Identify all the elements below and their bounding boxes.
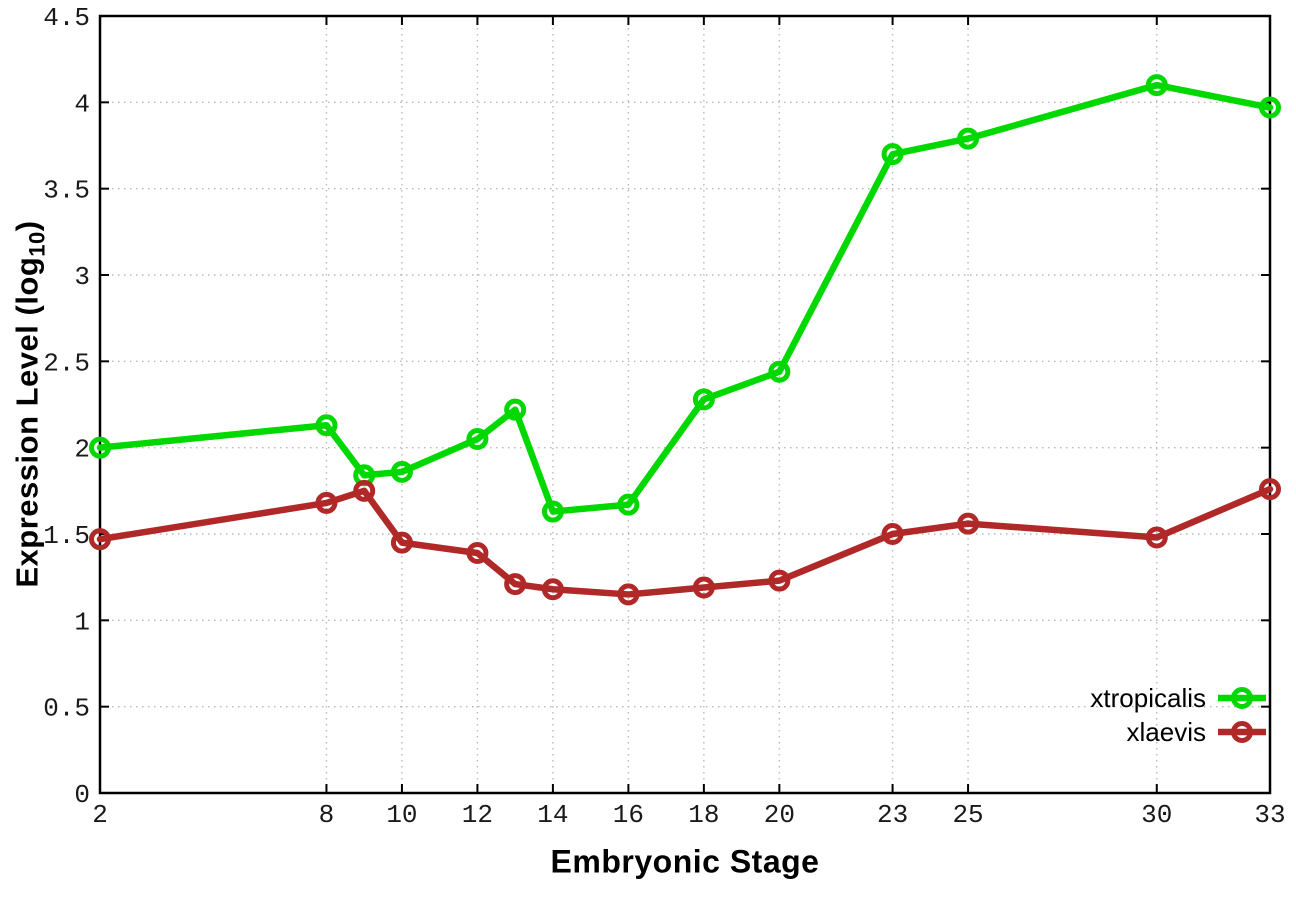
data-point-xlaevis: [504, 573, 527, 596]
data-point-xtropicalis: [1259, 96, 1281, 119]
x-tick-label: 8: [319, 800, 335, 830]
data-point-xlaevis: [89, 528, 111, 551]
data-point-xtropicalis: [541, 500, 564, 523]
y-tick-label: 1: [74, 607, 90, 637]
plot-border: [98, 14, 1272, 795]
data-point-xtropicalis: [89, 436, 111, 459]
y-axis-title-subscript: 10: [24, 231, 50, 257]
x-tick-label: 30: [1141, 800, 1172, 830]
x-tick-label: 25: [952, 800, 983, 830]
data-point-xtropicalis: [617, 493, 640, 516]
y-axis-title-suffix: ): [9, 220, 45, 232]
y-tick-label: 4: [74, 89, 90, 119]
x-tick-label: 2: [92, 800, 108, 830]
data-point-xtropicalis: [504, 398, 527, 421]
data-point-xlaevis: [692, 576, 715, 599]
data-point-xlaevis: [957, 512, 980, 535]
legend-sample-line-icon: [1218, 687, 1266, 709]
y-axis-title-text: Expression Level (log: [9, 256, 45, 588]
legend-item-xtropicalis: xtropicalis: [1090, 682, 1268, 714]
data-point-xlaevis: [617, 583, 640, 606]
data-point-xlaevis: [881, 523, 904, 545]
x-tick-label: 10: [386, 800, 417, 830]
y-tick-label: 2: [74, 435, 90, 465]
y-tick-label: 0: [74, 780, 90, 810]
data-point-xlaevis: [390, 531, 413, 554]
data-point-xlaevis: [1145, 526, 1168, 549]
x-axis-title: Embryonic Stage: [550, 843, 820, 880]
x-tick-label: 14: [537, 800, 568, 830]
data-point-xtropicalis: [1145, 74, 1168, 97]
data-point-xtropicalis: [957, 127, 980, 150]
data-point-xtropicalis: [881, 143, 904, 166]
data-point-xlaevis: [315, 491, 338, 514]
x-tick-label: 16: [613, 800, 644, 830]
x-tick-label: 33: [1254, 800, 1285, 830]
legend-sample-line-icon: [1218, 721, 1266, 743]
y-tick-label: 3: [74, 262, 90, 292]
data-point-xlaevis: [768, 569, 791, 592]
series-line-xlaevis: [96, 485, 1274, 598]
data-point-xtropicalis: [315, 414, 338, 437]
y-tick-label: 2.5: [43, 348, 90, 378]
data-point-xlaevis: [541, 578, 564, 601]
y-tick-label: 3.5: [43, 176, 90, 206]
y-tick-label: 4.5: [43, 3, 90, 33]
data-point-xlaevis: [1259, 478, 1281, 501]
data-point-xtropicalis: [390, 460, 413, 483]
x-tick-label: 23: [877, 800, 908, 830]
x-tick-label: 18: [688, 800, 719, 830]
data-point-xtropicalis: [466, 428, 489, 451]
legend-label: xtropicalis: [1090, 682, 1206, 713]
y-tick-label: 0.5: [43, 694, 90, 724]
y-axis-title: Expression Level (log10): [10, 220, 51, 587]
x-tick-label: 20: [764, 800, 795, 830]
x-tick-label: 12: [462, 800, 493, 830]
legend-label: xlaevis: [1126, 716, 1206, 747]
legend-item-xlaevis: xlaevis: [1090, 716, 1268, 748]
data-point-xlaevis: [466, 541, 489, 564]
legend: xtropicalis xlaevis: [1090, 682, 1268, 748]
data-point-xlaevis: [353, 479, 376, 502]
data-point-xtropicalis: [692, 388, 715, 411]
y-tick-label: 1.5: [43, 521, 90, 551]
data-point-xtropicalis: [768, 360, 791, 383]
